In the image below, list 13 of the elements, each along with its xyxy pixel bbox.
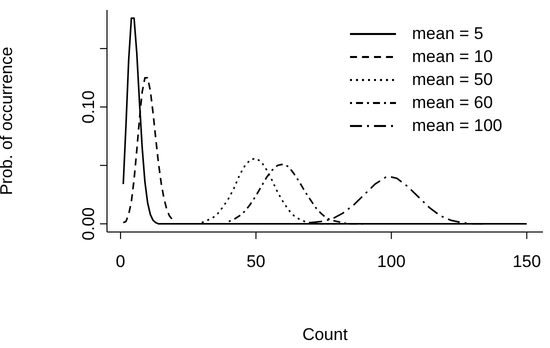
x-tick-label: 50 <box>246 252 266 271</box>
legend-label: mean = 60 <box>412 92 493 112</box>
x-tick-label: 150 <box>512 252 541 271</box>
x-axis-title: Count <box>302 325 348 344</box>
x-tick-label: 100 <box>377 252 406 271</box>
y-axis-title: Prob. of occurrence <box>0 46 16 196</box>
y-tick-label: 0.00 <box>79 207 98 240</box>
y-tick-label: 0.10 <box>79 90 98 124</box>
legend-label: mean = 100 <box>412 116 502 136</box>
legend-label: mean = 5 <box>412 24 484 44</box>
legend-label: mean = 50 <box>412 70 493 90</box>
legend-label: mean = 10 <box>412 46 493 66</box>
x-tick-label: 0 <box>116 252 126 271</box>
